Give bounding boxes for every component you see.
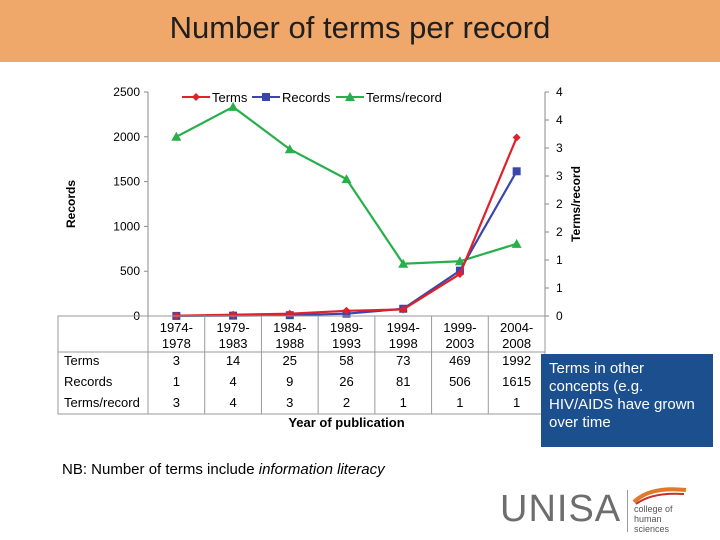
logo-divider xyxy=(627,490,628,532)
page-title: Number of terms per record xyxy=(169,10,551,45)
category-label-line2: 2003 xyxy=(445,336,474,351)
logo-wordmark: UNISA xyxy=(500,488,622,530)
legend-label: Terms/record xyxy=(366,90,442,105)
series-line-diamond xyxy=(176,137,518,317)
left-tick-label: 1500 xyxy=(113,175,140,189)
table-cell-value: 9 xyxy=(286,374,293,389)
right-tick-label: 3 xyxy=(556,169,563,183)
data-point-triangle xyxy=(398,258,409,268)
category-label-line1: 1989- xyxy=(330,320,363,335)
table-cell-value: 26 xyxy=(339,374,353,389)
right-tick-label: 3 xyxy=(556,141,563,155)
table-cell-value: 1 xyxy=(173,374,180,389)
table-cell-value: 73 xyxy=(396,353,410,368)
data-point-triangle xyxy=(284,144,295,154)
data-point-diamond xyxy=(399,305,408,314)
left-tick-label: 2500 xyxy=(113,85,140,99)
left-axis-title: Records xyxy=(64,180,78,228)
legend-label: Terms xyxy=(212,90,248,105)
legend-marker-square xyxy=(262,93,270,101)
table-cell-value: 1 xyxy=(400,395,407,410)
category-label-line1: 2004- xyxy=(500,320,533,335)
title-banner xyxy=(0,0,720,62)
data-point-triangle xyxy=(454,256,465,266)
data-point-diamond xyxy=(342,306,351,315)
category-label-line1: 1979- xyxy=(216,320,249,335)
data-point-triangle xyxy=(171,131,182,141)
left-tick-label: 1000 xyxy=(113,219,140,233)
category-label-line1: 1999- xyxy=(443,320,476,335)
table-cell-value: 14 xyxy=(226,353,240,368)
category-label-line2: 2008 xyxy=(502,336,531,351)
table-cell-value: 3 xyxy=(173,395,180,410)
data-point-square xyxy=(512,167,521,176)
table-cell-value: 1992 xyxy=(502,353,531,368)
table-cell-value: 1 xyxy=(513,395,520,410)
right-tick-label: 4 xyxy=(556,85,563,99)
footnote-prefix: NB: Number of terms include xyxy=(62,461,259,478)
data-point-diamond xyxy=(229,310,238,319)
table-cell-value: 506 xyxy=(449,374,471,389)
data-point-diamond xyxy=(512,133,521,142)
right-tick-label: 1 xyxy=(556,253,563,267)
logo-swoosh-icon xyxy=(632,487,687,505)
legend-marker-diamond xyxy=(192,93,200,101)
unisa-logo: UNISA college of human sciences xyxy=(470,480,720,540)
left-tick-label: 500 xyxy=(120,264,140,278)
right-tick-label: 1 xyxy=(556,281,563,295)
table-row-label: Records xyxy=(64,374,113,389)
logo-subtitle-line1: college of xyxy=(634,504,673,514)
table-cell-value: 1 xyxy=(456,395,463,410)
left-tick-label: 2000 xyxy=(113,130,140,144)
footnote-emphasis: information literacy xyxy=(258,461,385,478)
category-label-line1: 1974- xyxy=(160,320,193,335)
legend-marker-triangle xyxy=(345,92,355,101)
right-axis-title: Terms/record xyxy=(569,166,583,242)
table-cell-value: 2 xyxy=(343,395,350,410)
logo-subtitle: college of human sciences xyxy=(634,504,694,534)
table-cell-value: 58 xyxy=(339,353,353,368)
callout-box: Terms in other concepts (e.g. HIV/AIDS h… xyxy=(541,354,713,447)
data-point-triangle xyxy=(511,238,522,248)
data-point-triangle xyxy=(341,174,352,184)
x-axis-title: Year of publication xyxy=(288,415,404,430)
category-label-line2: 1988 xyxy=(275,336,304,351)
category-label-line1: 1994- xyxy=(387,320,420,335)
table-row-label: Terms/record xyxy=(64,395,140,410)
table-row-label: Terms xyxy=(64,353,100,368)
table-cell-value: 1615 xyxy=(502,374,531,389)
data-point-triangle xyxy=(228,101,239,111)
right-tick-label: 4 xyxy=(556,113,563,127)
category-label-line1: 1984- xyxy=(273,320,306,335)
legend-label: Records xyxy=(282,90,331,105)
table-cell-value: 81 xyxy=(396,374,410,389)
right-tick-label: 2 xyxy=(556,197,563,211)
category-label-line2: 1998 xyxy=(389,336,418,351)
series-line-square xyxy=(176,170,518,318)
footnote: NB: Number of terms include information … xyxy=(62,461,385,478)
logo-subtitle-line2: human sciences xyxy=(634,514,670,534)
table-cell-value: 4 xyxy=(229,395,236,410)
right-tick-label: 0 xyxy=(556,309,563,323)
series-line-triangle xyxy=(175,105,517,265)
category-label-line2: 1983 xyxy=(219,336,248,351)
right-tick-label: 2 xyxy=(556,225,563,239)
data-point-diamond xyxy=(455,269,464,278)
table-cell-value: 3 xyxy=(173,353,180,368)
category-label-line2: 1993 xyxy=(332,336,361,351)
table-cell-value: 25 xyxy=(283,353,297,368)
table-cell-value: 4 xyxy=(229,374,236,389)
category-label-line2: 1978 xyxy=(162,336,191,351)
table-cell-value: 469 xyxy=(449,353,471,368)
table-cell-value: 3 xyxy=(286,395,293,410)
